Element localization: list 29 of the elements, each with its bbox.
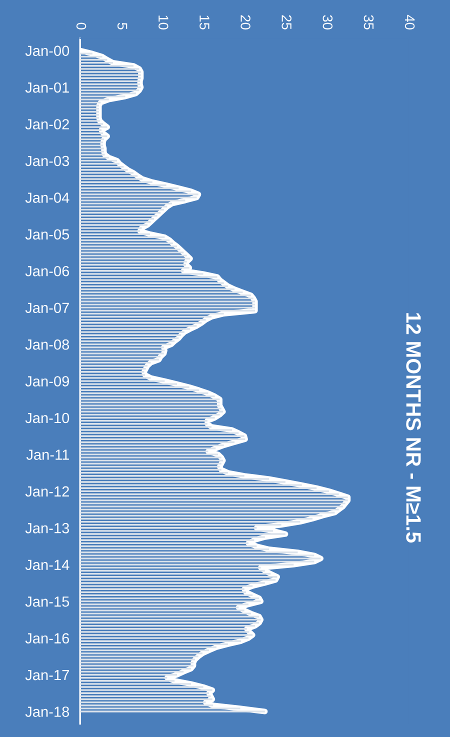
- y-tick-label: Jan-04: [25, 192, 70, 203]
- y-tick-label: Jan-10: [25, 412, 70, 424]
- y-tick-label: Jan-17: [25, 670, 69, 680]
- y-tick-label: Jan-18: [25, 706, 70, 717]
- x-tick-label: 30: [322, 15, 333, 30]
- x-tick-label: 10: [158, 16, 168, 30]
- y-tick-label: Jan-15: [25, 596, 70, 607]
- y-tick-label: Jan-03: [25, 156, 70, 166]
- y-tick-label: Jan-00: [25, 46, 70, 56]
- x-tick-label: 25: [282, 15, 292, 30]
- y-tick-label: Jan-16: [25, 633, 70, 644]
- x-tick-label: 0: [76, 22, 86, 30]
- x-tick-label: 5: [117, 22, 128, 30]
- x-tick-label: 35: [364, 15, 374, 30]
- x-tick-label: 40: [404, 14, 415, 30]
- y-tick-label: Jan-08: [25, 339, 70, 350]
- y-tick-label: Jan-05: [25, 229, 70, 240]
- x-tick-label: 15: [200, 16, 210, 30]
- x-tick-label: 20: [240, 15, 250, 30]
- y-tick-label: Jan-01: [25, 82, 69, 93]
- y-tick-label: Jan-09: [25, 376, 69, 386]
- y-tick-label: Jan-07: [25, 302, 69, 314]
- y-tick-label: Jan-13: [25, 523, 70, 534]
- y-tick-label: Jan-06: [25, 266, 70, 276]
- text: 12 MONTHS NR - M≥1.5: [406, 313, 421, 543]
- y-tick-label: Jan-12: [25, 486, 69, 497]
- y-tick-label: Jan-11: [26, 450, 69, 460]
- y-tick-label: Jan-14: [25, 560, 70, 570]
- y-tick-label: Jan-02: [25, 119, 69, 130]
